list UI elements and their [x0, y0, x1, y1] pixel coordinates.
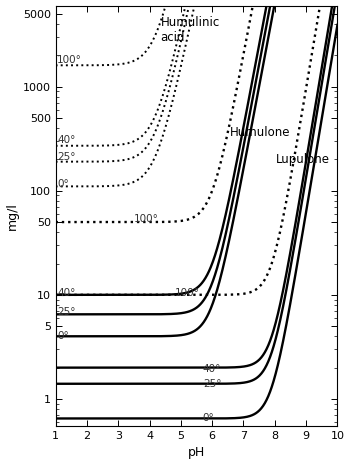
Text: 0°: 0° — [57, 331, 69, 341]
Text: 0°: 0° — [203, 413, 215, 424]
Text: Lupulone: Lupulone — [276, 153, 330, 166]
X-axis label: pH: pH — [188, 446, 205, 459]
Text: 40°: 40° — [57, 288, 76, 298]
Text: 25°: 25° — [57, 152, 76, 162]
Text: 0°: 0° — [57, 179, 69, 189]
Text: 40°: 40° — [203, 364, 221, 374]
Text: Humulone: Humulone — [229, 126, 290, 140]
Text: 25°: 25° — [203, 379, 221, 389]
Text: 100°: 100° — [134, 213, 159, 224]
Y-axis label: mg/l: mg/l — [6, 202, 19, 230]
Text: 25°: 25° — [57, 307, 76, 317]
Text: 100°: 100° — [57, 55, 82, 65]
Text: 40°: 40° — [57, 134, 76, 145]
Text: 100°: 100° — [175, 288, 200, 298]
Text: Humulinic
acid: Humulinic acid — [161, 16, 220, 44]
